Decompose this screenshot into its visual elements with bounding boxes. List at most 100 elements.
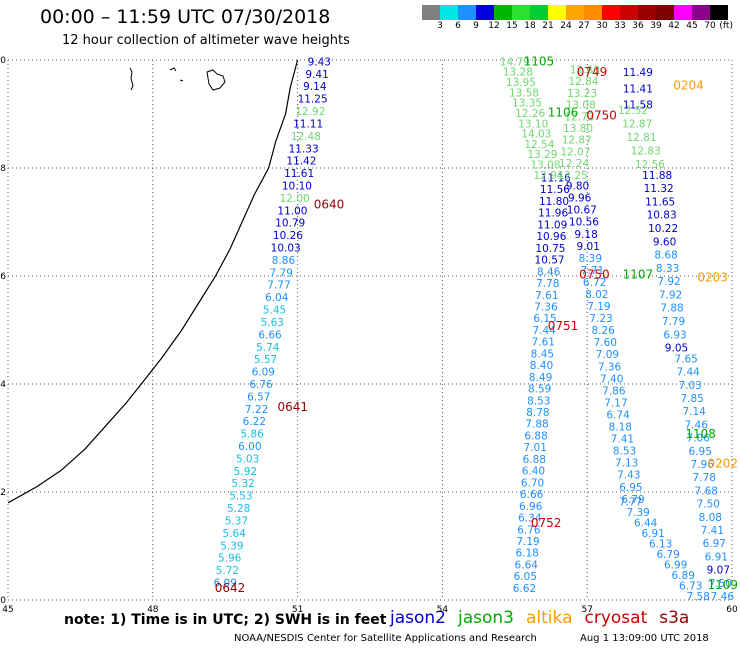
wave-height-value: 11.65 <box>645 196 675 208</box>
wave-height-value: 8.26 <box>591 325 615 337</box>
legend-label: 18 <box>524 21 536 31</box>
wave-height-value: 9.18 <box>574 229 597 241</box>
wave-height-value: 7.79 <box>662 316 685 328</box>
pass-time-label: 0202 <box>707 457 738 471</box>
wave-height-value: 8.46 <box>537 266 561 278</box>
page-subtitle: 12 hour collection of altimeter wave hei… <box>62 33 350 48</box>
legend-swatch-5 <box>512 5 530 20</box>
wave-height-value: 7.79 <box>270 267 293 279</box>
wave-height-value: 6.89 <box>672 570 695 582</box>
wave-height-value: 11.11 <box>293 118 323 130</box>
wave-height-value: 7.23 <box>589 313 612 325</box>
legend-swatch-0 <box>422 5 440 20</box>
wave-height-value: 13.23 <box>567 88 597 100</box>
wave-height-value: 5.28 <box>227 503 250 515</box>
mission-s3a: s3a <box>659 608 690 628</box>
x-tick-label: 51 <box>292 605 303 615</box>
wave-height-value: 7.03 <box>678 380 701 392</box>
wave-height-value: 10.57 <box>535 255 565 267</box>
wave-height-value: 12.60 <box>570 65 600 77</box>
x-tick-label: 48 <box>147 605 159 615</box>
x-tick-label: 60 <box>726 605 738 615</box>
wave-height-value: 6.70 <box>521 477 544 489</box>
wave-height-value: 8.68 <box>654 250 677 262</box>
wave-height-value: 6.91 <box>641 528 664 540</box>
island-outline <box>206 69 226 91</box>
legend-label: 27 <box>578 21 590 31</box>
wave-height-value: 6.15 <box>533 313 556 325</box>
wave-height-value: 6.95 <box>689 446 712 458</box>
wave-height-value: 12.92 <box>295 106 325 118</box>
wave-height-value: 11.61 <box>284 168 314 180</box>
wave-height-value: 10.75 <box>535 243 565 255</box>
wave-height-value: 11.88 <box>642 170 672 182</box>
legend-label: 36 <box>632 21 644 31</box>
wave-height-value: 11.09 <box>537 219 567 231</box>
wave-height-value: 9.05 <box>665 343 688 355</box>
wave-height-value: 8.33 <box>656 263 679 275</box>
wave-height-value: 12.26 <box>515 108 545 120</box>
wave-height-value: 6.34 <box>518 513 542 525</box>
y-tick-label: 4 <box>0 380 6 390</box>
pass-time-label: 1107 <box>623 268 654 282</box>
wave-height-value: 9.96 <box>568 193 592 205</box>
wave-height-value: 10.79 <box>275 218 305 230</box>
wave-height-value: 7.77 <box>619 497 642 509</box>
mission-jason3: jason3 <box>458 608 514 628</box>
legend-label: 9 <box>473 21 479 31</box>
wave-height-value: 11.49 <box>623 67 653 79</box>
wave-height-value: 6.97 <box>703 538 726 550</box>
wave-height-value: 8.86 <box>272 255 296 267</box>
wave-height-value: 12.48 <box>291 131 321 143</box>
legend-label: 3 <box>437 21 443 31</box>
y-tick-label: 6 <box>0 272 6 282</box>
pass-time-label: 0750 <box>586 108 617 122</box>
mission-legend: jason2 jason3 altika cryosat s3a <box>390 608 701 628</box>
wave-height-value: 6.05 <box>514 571 537 583</box>
wave-height-value: 13.58 <box>509 87 539 99</box>
wave-height-value: 7.19 <box>587 301 610 313</box>
wave-height-value: 6.40 <box>522 466 545 478</box>
wave-height-value: 7.88 <box>660 303 683 315</box>
wave-height-value: 7.06 <box>687 433 711 445</box>
wave-height-value: 7.14 <box>682 406 706 418</box>
wave-height-value: 7.60 <box>594 337 617 349</box>
wave-height-value: 7.71 <box>581 265 604 277</box>
wave-height-value: 5.74 <box>256 342 280 354</box>
wave-height-value: 7.40 <box>600 373 623 385</box>
wave-height-value: 5.63 <box>261 317 284 329</box>
wave-height-value: 7.78 <box>536 278 559 290</box>
wave-height-value: 5.45 <box>263 305 286 317</box>
wave-height-value: 7.88 <box>525 419 548 431</box>
wave-height-value: 5.37 <box>225 515 248 527</box>
wave-height-value: 7.85 <box>680 393 703 405</box>
wave-height-value: 12.56 <box>635 159 665 171</box>
wave-height-value: 8.53 <box>613 446 636 458</box>
wave-height-value: 12.52 <box>618 105 648 117</box>
wave-height-value: 5.39 <box>220 540 243 552</box>
wave-height-value: 6.13 <box>649 539 672 551</box>
mission-cryosat: cryosat <box>584 608 648 628</box>
wave-height-value: 6.09 <box>214 578 237 590</box>
wave-height-value: 14.79 <box>500 56 530 68</box>
pass-time-label: 0204 <box>673 79 704 93</box>
wave-height-value: 6.57 <box>247 391 270 403</box>
color-legend-labels: 3 6 9 12 15 18 21 24 27 30 33 36 39 42 45 70 (ft) <box>422 21 733 33</box>
wave-height-value: 7.44 <box>676 367 700 379</box>
wave-height-value: 11.80 <box>539 196 569 208</box>
wave-height-value: 13.80 <box>563 123 593 135</box>
wave-height-value: 6.74 <box>606 409 630 421</box>
pass-time-label: 0640 <box>314 198 345 212</box>
wave-height-value: 6.44 <box>634 518 658 530</box>
wave-height-value: 10.10 <box>282 180 312 192</box>
wave-height-value: 8.59 <box>528 384 551 396</box>
wave-height-value: 6.76 <box>249 379 273 391</box>
y-tick-label: 8 <box>0 164 6 174</box>
wave-height-value: 7.86 <box>602 385 626 397</box>
legend-label: 15 <box>506 21 518 31</box>
island-outline <box>179 79 184 82</box>
wave-height-value: 6.04 <box>265 292 289 304</box>
wave-height-value: 10.56 <box>569 217 599 229</box>
wave-height-value: 7.46 <box>685 419 709 431</box>
wave-height-value: 7.44 <box>532 325 556 337</box>
